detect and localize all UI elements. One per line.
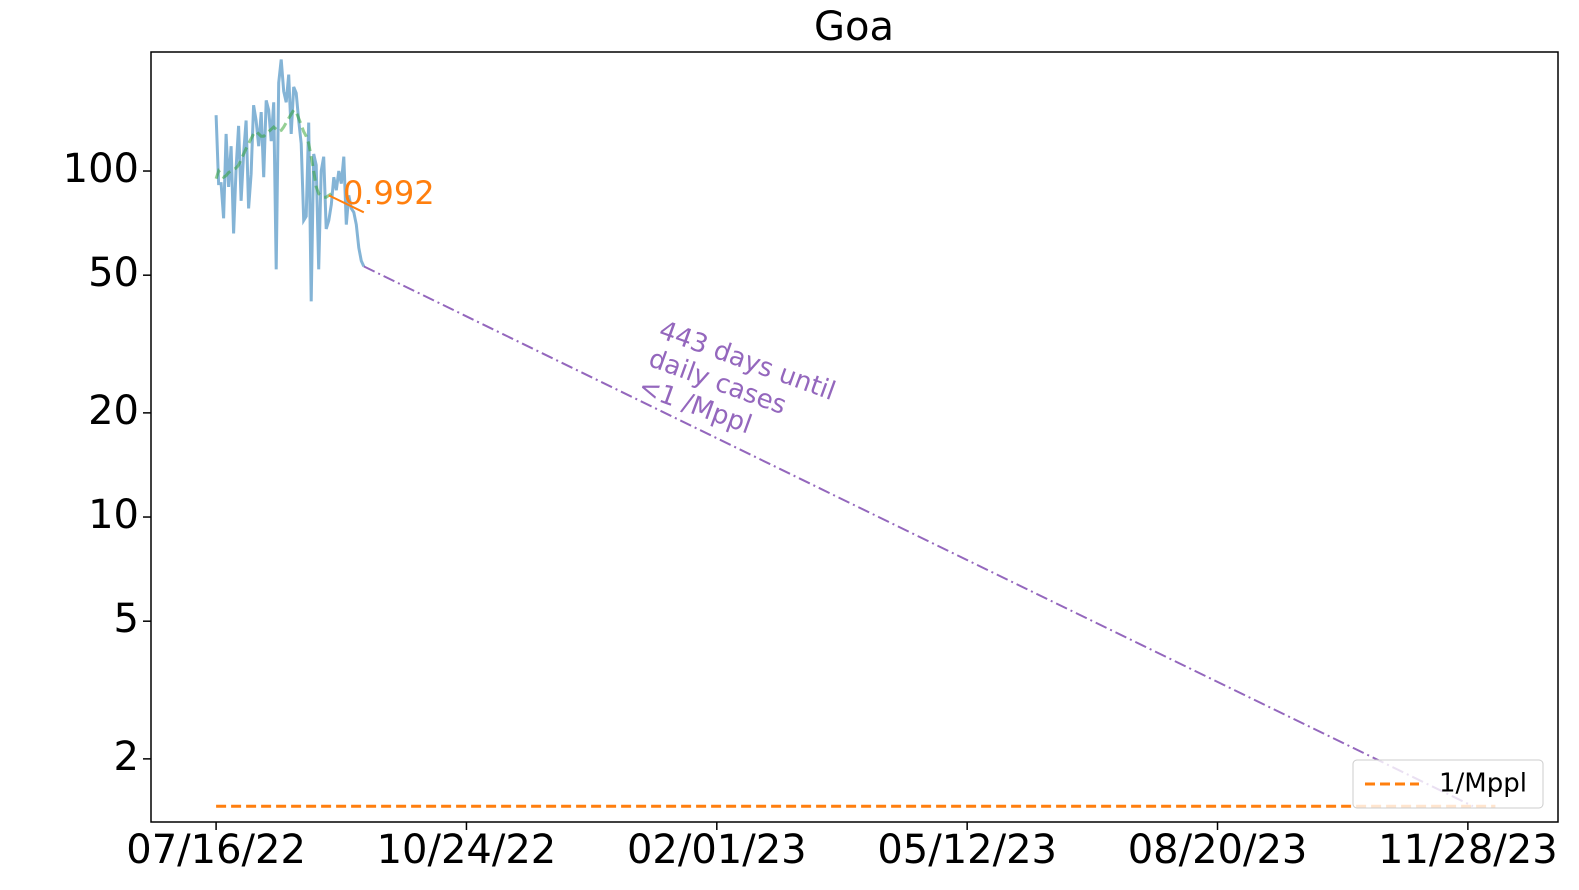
y-tick-label: 2 — [114, 734, 139, 780]
x-tick-label: 07/16/22 — [126, 827, 306, 873]
series-line — [214, 59, 366, 302]
y-tick-label: 100 — [63, 146, 139, 192]
legend-box — [1352, 759, 1544, 809]
x-tick-label: 05/12/23 — [877, 827, 1057, 873]
x-tick-label: 02/01/23 — [627, 827, 807, 873]
y-tick-label: 20 — [88, 388, 139, 434]
series-line — [328, 194, 365, 214]
plot-frame — [150, 51, 1559, 823]
series-line — [214, 107, 333, 199]
y-tick-label: 5 — [114, 596, 139, 642]
series-line — [363, 265, 1474, 808]
y-tick-label: 10 — [88, 492, 139, 538]
legend-label: 1/Mppl — [1439, 769, 1527, 799]
chart-title: Goa — [814, 4, 894, 50]
x-tick-label: 11/28/23 — [1378, 827, 1558, 873]
y-tick-label: 50 — [88, 250, 139, 296]
x-tick-label: 10/24/22 — [377, 827, 557, 873]
trend-label: 0.992 — [343, 174, 435, 212]
x-tick-label: 08/20/23 — [1128, 827, 1308, 873]
